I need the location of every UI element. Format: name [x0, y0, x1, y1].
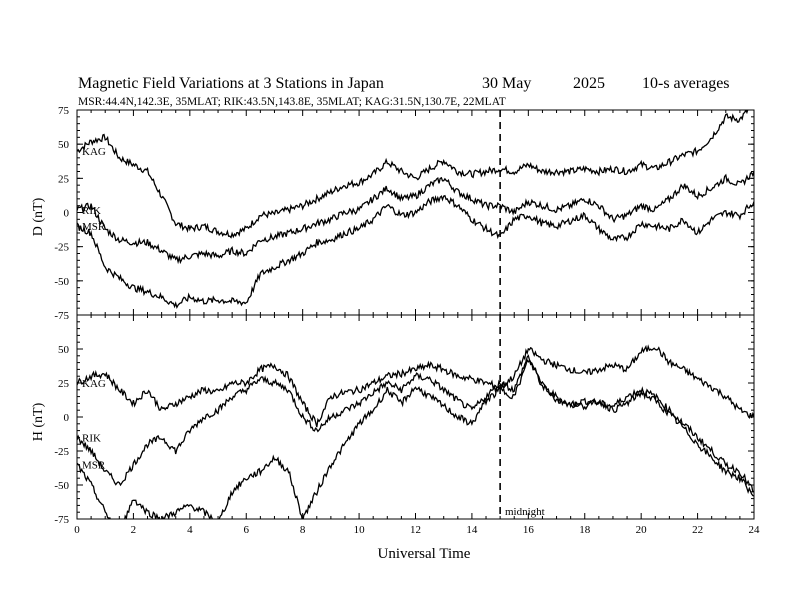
x-tick-label: 2 [131, 524, 137, 536]
d-ytick-label: -75 [54, 310, 69, 322]
h-trace-rik [77, 354, 754, 493]
d-ytick-label: 75 [58, 105, 70, 117]
d-ytick-label: 0 [64, 208, 70, 220]
h-panel-ylabel: H (nT) [31, 402, 46, 441]
chart-year: 2025 [573, 75, 605, 92]
x-tick-label: 18 [579, 524, 591, 536]
d-label-rik: RIK [82, 205, 101, 217]
h-label-rik: RIK [82, 432, 101, 444]
d-trace-msr [77, 194, 754, 309]
x-tick-label: 0 [74, 524, 80, 536]
h-panel-frame [76, 314, 755, 520]
x-tick-label: 6 [244, 524, 250, 536]
x-tick-label: 8 [300, 524, 306, 536]
panels-group: 75 50 25 0 -25 -50 -75 KAG RIK MSR 50 25 0 -25 -50 -75 0… [54, 105, 761, 536]
x-tick-label: 4 [187, 524, 193, 536]
h-ytick-label: 0 [64, 412, 70, 424]
station-coordinates: MSR:44.4N,142.3E, 35MLAT; RIK:43.5N,143.… [78, 96, 506, 108]
chart-date: 30 May [482, 75, 531, 92]
d-label-kag: KAG [82, 146, 106, 158]
x-tick-label: 22 [692, 524, 703, 536]
h-ytick-label: -25 [54, 446, 69, 458]
h-ytick-label: 50 [58, 344, 70, 356]
x-tick-label: 16 [523, 524, 535, 536]
x-tick-label: 14 [466, 524, 478, 536]
x-tick-label: 20 [636, 524, 648, 536]
d-ytick-label: 50 [58, 139, 70, 151]
h-ytick-label: 25 [58, 378, 70, 390]
h-trace-kag [77, 344, 754, 428]
chart-averaging: 10-s averages [642, 75, 730, 92]
x-axis-label: Universal Time [378, 546, 471, 562]
x-tick-label: 10 [354, 524, 366, 536]
x-tick-label: 24 [749, 524, 761, 536]
d-trace-kag [77, 110, 749, 239]
d-panel-ylabel: D (nT) [31, 197, 46, 236]
x-tick-label: 12 [410, 524, 421, 536]
h-trace-msr [77, 358, 754, 519]
d-ytick-label: -25 [54, 242, 69, 254]
chart-title: Magnetic Field Variations at 3 Stations … [78, 75, 384, 92]
h-ytick-label: -50 [54, 480, 69, 492]
d-trace-rik [77, 171, 754, 265]
h-label-msr: MSR [82, 460, 106, 472]
d-label-msr: MSR [82, 221, 106, 233]
d-ytick-label: -50 [54, 276, 69, 288]
h-ytick-label: -75 [54, 514, 69, 526]
d-ytick-label: 25 [58, 173, 70, 185]
midnight-label: midnight [505, 506, 545, 518]
h-label-kag: KAG [82, 378, 106, 390]
